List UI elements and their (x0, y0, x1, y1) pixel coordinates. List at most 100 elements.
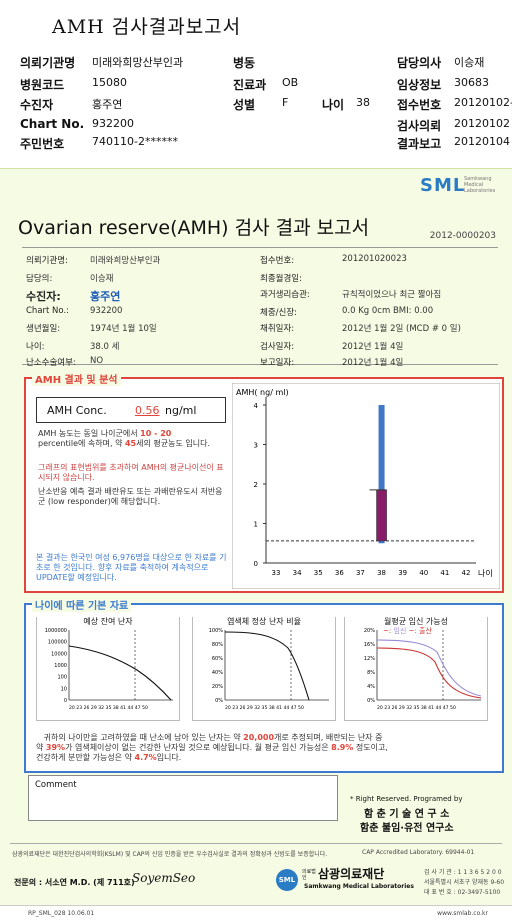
info-value: 규칙적이었으나 최근 짧아짐 (342, 290, 442, 300)
org-en: Samkwang Medical Laboratories (304, 883, 414, 890)
info-label: Chart No.: (26, 306, 70, 316)
chart-title: AMH( ng/ ml) (236, 388, 289, 397)
doctor-line: 전문의 : 서소연 M.D. (제 711호) (14, 878, 135, 887)
comment-label: Comment (35, 780, 77, 790)
mean-age-value: 45 (124, 439, 137, 448)
info-value: NO (90, 356, 104, 366)
info-label: 접수번호: (260, 256, 295, 266)
cap-note: CAP Accredited Laboratory. 69944-01 (362, 849, 475, 856)
header-value: 20120102-0 (454, 96, 512, 109)
mini-y-label: 40% (212, 670, 223, 676)
info-label: 채취일자: (260, 324, 295, 334)
chart3-legend: ~: 임신 ~: 출산 (383, 627, 432, 635)
header-value: 38 (356, 96, 370, 109)
institute-name-2: 함춘 불임·유전 연구소 (360, 823, 454, 834)
y-tick-label: 2 (254, 481, 258, 489)
chart3-title: 월평균 임신 가능성 (345, 616, 487, 627)
org-name: 삼광의료재단 (318, 867, 385, 881)
normal-egg-ratio-plot: 100% 80% 60% 40% 20% 0%20 23 26 29 32 35 38 4… (209, 628, 329, 711)
y-tick-label: 3 (254, 442, 258, 450)
org-logo: SML (276, 869, 298, 891)
mini-y-label: 0% (215, 698, 223, 704)
pregnancy-chance-plot: 20% 16% 12% 8% 4% 0%20 23 26 29 32 35 38 41 4… (364, 628, 482, 711)
mini-y-label: 1000000 (45, 628, 67, 634)
mini-x-labels: 20 23 26 29 32 35 38 41 44 47 50 (225, 705, 304, 711)
chart1-title: 예상 잔여 난자 (37, 616, 179, 627)
x-tick-label: 33 (272, 569, 281, 577)
info-label: 의뢰기관명: (26, 256, 68, 266)
x-tick-label: 38 (377, 569, 386, 577)
amh-conc-value: 0.56 (135, 404, 160, 417)
info-label: 나이: (26, 342, 45, 352)
info-label: 생년월일: (26, 324, 61, 334)
mini-y-label: 100000 (48, 640, 67, 646)
birth-value: 4.7% (134, 753, 157, 762)
amh-section: AMH 결과 및 분석 AMH Conc. 0.56 ng/ml AMH 농도는… (24, 371, 504, 593)
document-title: AMH 검사결과보고서 (52, 16, 242, 38)
info-value: 미래와희망산부인과 (90, 256, 161, 266)
header-label: 임상정보 (397, 78, 442, 92)
report-number: 2012-0000203 (429, 231, 496, 241)
normal-egg-ratio-chart: 염색체 정상 난자 비율 100% 80% 60% 40% 20% 0% 20 23 26 … (192, 616, 336, 721)
logo-subtitle: Samkwang Medical Laboratories (464, 176, 496, 194)
form-code: RP_SML_028 10.06.01 (28, 910, 95, 917)
sml-logo: SML Samkwang Medical Laboratories (420, 175, 506, 201)
header-value: 15080 (92, 76, 127, 89)
report-sheet: SML Samkwang Medical Laboratories Ovaria… (0, 168, 512, 922)
info-label: 체중/신장: (260, 308, 298, 318)
x-tick-label: 35 (314, 569, 323, 577)
amh-conc-label: AMH Conc. (47, 404, 107, 417)
info-value: 2012년 1월 2일 (MCD # 0 일) (342, 324, 461, 334)
range-bar (378, 405, 385, 544)
info-value: 201201020023 (342, 254, 407, 264)
info-label: 난소수술여부: (26, 358, 76, 368)
range-note: 그래프의 표현범위를 초과하여 AMH의 평균나이선이 표시되지 않습니다. (38, 463, 224, 482)
pregnancy-curve (376, 639, 482, 697)
age-section-title: 나이에 따른 기본 자료 (32, 597, 132, 612)
s-d: 약 (36, 743, 44, 752)
info-label: 검사일자: (260, 342, 295, 352)
header-label: 수진자 (20, 98, 54, 112)
lab-phone: 대 표 번 호 : 02-3497-5100 (424, 889, 501, 896)
header-label: 접수번호 (397, 98, 442, 112)
mini-y-label: 16% (364, 642, 375, 648)
age-summary: 귀하의 나이만을 고려하였을 때 난소에 남아 있는 난자는 약 20,000개… (36, 733, 498, 763)
y-tick-label: 4 (254, 402, 259, 410)
report-title: Ovarian reserve(AMH) 검사 결과 보고서 (18, 217, 370, 239)
mini-y-label: 10 (61, 686, 67, 692)
info-value: 1974년 1월 10일 (90, 324, 157, 334)
x-tick-label: 40 (419, 569, 428, 577)
response-prediction: 난소반응 예측 결과 배란유도 또는 과배란유도시 저반응군 (low resp… (38, 487, 223, 506)
header-value: F (282, 96, 289, 109)
logo-mark: SML (420, 175, 466, 196)
bottom-bar: RP_SML_028 10.06.01 www.smlab.co.kr (0, 905, 512, 922)
mini-y-label: 100 (57, 675, 67, 681)
mini-x-labels: 20 23 26 29 32 35 38 41 44 47 50 (69, 705, 148, 711)
cert-note: 삼광의료재단은 대한진단검사의학회(KSLM) 및 CAP의 신임 인증을 받은… (12, 851, 328, 858)
rights-text: * Right Reserved. Programed by (350, 795, 463, 803)
header-value: 932200 (92, 117, 134, 130)
info-value: 932200 (90, 306, 123, 316)
header-value: 30683 (454, 76, 489, 89)
y-tick-label: 1 (254, 521, 258, 529)
comment-box: Comment (28, 775, 338, 821)
info-label: 담당의: (26, 274, 53, 284)
mini-y-label: 10000 (51, 651, 67, 657)
abnormal-ratio-value: 39% (45, 743, 66, 752)
percentile-range: 10 - 20 (140, 429, 172, 438)
header-label: 병원코드 (20, 78, 65, 92)
mini-y-label: 20% (212, 684, 223, 690)
s-a: 귀하의 나이만을 고려하였을 때 난소에 남아 있는 난자는 약 (43, 733, 241, 742)
mini-y-label: 20% (364, 628, 375, 634)
amh-section-title: AMH 결과 및 분석 (32, 371, 121, 386)
x-tick-label: 42 (462, 569, 471, 577)
info-value: 2012년 1월 4일 (342, 342, 404, 352)
s-c: 개로 추정되며, 배란되는 난자 중 (274, 733, 383, 742)
header-label: Chart No. (20, 117, 85, 131)
header-label: 나이 (322, 98, 345, 112)
header-label: 의뢰기관명 (20, 56, 76, 70)
header-value: 미래와희망산부인과 (92, 56, 184, 69)
remaining-eggs-value: 20,000 (243, 733, 275, 742)
mini-y-label: 0 (64, 698, 67, 704)
x-tick-label: 34 (293, 569, 302, 577)
